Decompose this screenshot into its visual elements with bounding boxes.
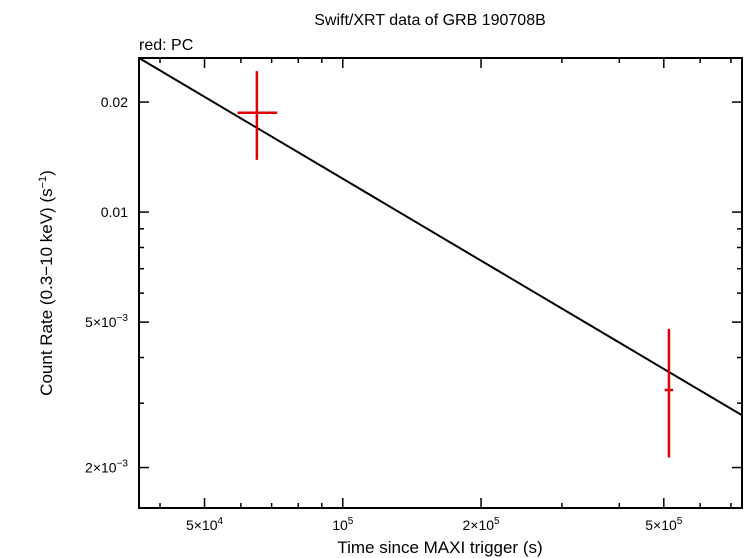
y-axis-label-sup: −1: [37, 176, 49, 189]
x-tick-label-exponent-3: 5: [677, 516, 683, 527]
x-tick-label-exponent-2: 5: [494, 516, 500, 527]
x-tick-label-mantissa-3: 5×10: [645, 517, 677, 533]
axis-ticks: [139, 58, 742, 508]
y-tick-label-mantissa-1: 5×10: [85, 314, 117, 330]
x-axis-label: Time since MAXI trigger (s): [337, 538, 542, 557]
x-tick-label-exponent-1: 5: [348, 516, 354, 527]
plot-frame: [138, 57, 743, 509]
chart-subtitle: red: PC: [139, 37, 193, 54]
x-tick-label-1: 105: [332, 516, 354, 533]
data-point-0-1: [664, 328, 674, 458]
y-axis-label-main: Count Rate (0.3−10 keV) (s: [37, 188, 56, 395]
y-tick-label-2: 0.01: [101, 204, 128, 220]
data-point-0-0: [237, 71, 278, 160]
y-tick-label-1: 5×10−3: [85, 313, 128, 330]
x-tick-label-mantissa-1: 10: [332, 517, 348, 533]
y-tick-label-mantissa-0: 2×10: [85, 460, 117, 476]
y-tick-label-mantissa-2: 0.01: [101, 204, 128, 220]
y-axis-label-close: ): [37, 170, 56, 176]
x-tick-label-0: 5×104: [186, 516, 224, 533]
x-tick-label-2: 2×105: [462, 516, 500, 533]
y-tick-label-exponent-1: −3: [117, 313, 129, 324]
x-tick-label-3: 5×105: [645, 516, 683, 533]
y-tick-label-3: 0.02: [101, 94, 128, 110]
fit-layer: [138, 57, 743, 417]
data-layer: [237, 71, 674, 458]
x-tick-label-exponent-0: 4: [218, 516, 224, 527]
x-tick-label-mantissa-2: 2×10: [462, 517, 494, 533]
fit-line: [138, 57, 743, 417]
y-tick-label-0: 2×10−3: [85, 459, 128, 476]
y-tick-label-exponent-0: −3: [117, 459, 129, 470]
y-tick-label-mantissa-3: 0.02: [101, 94, 128, 110]
y-axis-label: Count Rate (0.3−10 keV) (s−1): [37, 170, 56, 396]
chart-title: Swift/XRT data of GRB 190708B: [314, 12, 546, 29]
x-tick-label-mantissa-0: 5×10: [186, 517, 218, 533]
